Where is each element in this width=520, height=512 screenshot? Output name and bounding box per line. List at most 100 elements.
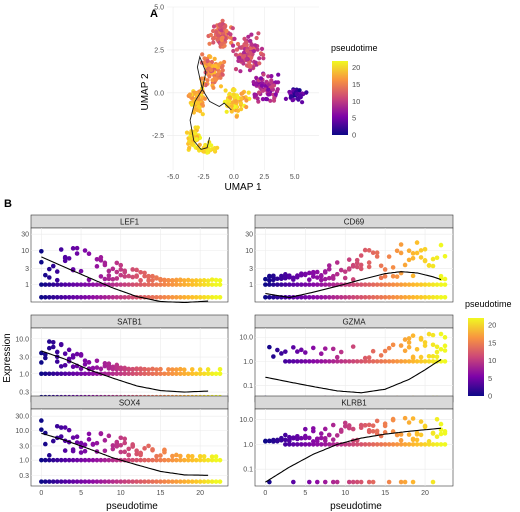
- cell-point: [346, 294, 352, 300]
- cell-point: [225, 101, 231, 107]
- cell-point: [232, 95, 237, 100]
- cell-point: [122, 294, 128, 300]
- cell-point: [287, 442, 292, 447]
- cell-point: [390, 294, 396, 300]
- cell-point: [271, 354, 276, 359]
- cell-point: [438, 282, 444, 287]
- cell-point: [138, 366, 143, 372]
- cell-point: [267, 294, 272, 300]
- cell-point: [187, 92, 192, 97]
- cell-point: [217, 479, 223, 484]
- cell-point: [300, 100, 305, 105]
- cell-point: [217, 371, 223, 377]
- x-tick-label: 5.0: [290, 174, 300, 181]
- cell-point: [166, 294, 171, 300]
- cell-point: [178, 277, 183, 283]
- y-tick-label: 3.0: [19, 355, 29, 362]
- panel-b-xlabel-right: pseudotime: [330, 501, 382, 512]
- cell-point: [430, 442, 436, 447]
- cell-point: [114, 269, 120, 275]
- cell-point: [230, 26, 235, 31]
- cell-point: [261, 56, 266, 61]
- cell-point: [366, 282, 372, 287]
- cell-point: [279, 282, 284, 287]
- cell-point: [94, 264, 100, 269]
- cell-point: [414, 240, 420, 245]
- cell-point: [126, 479, 132, 484]
- x-tick-label: 0: [263, 490, 267, 497]
- cell-point: [228, 32, 233, 37]
- cell-point: [150, 282, 155, 287]
- cell-point: [297, 88, 302, 93]
- cell-point: [189, 294, 195, 300]
- cell-point: [438, 331, 444, 337]
- cell-point: [318, 273, 324, 278]
- panel-a-legend-ticks: 20 15 10 5 0: [352, 63, 360, 139]
- cell-point: [62, 258, 68, 264]
- cell-point: [334, 359, 340, 364]
- cell-point: [275, 347, 280, 353]
- y-tick-label: 10.0: [15, 336, 29, 343]
- y-tick-label: -2.5: [152, 133, 164, 140]
- cell-point: [418, 419, 424, 424]
- cell-point: [154, 294, 159, 300]
- cell-point: [189, 102, 194, 107]
- cell-point: [358, 282, 364, 287]
- cell-point: [362, 247, 368, 253]
- cell-point: [126, 294, 132, 300]
- cell-point: [150, 277, 155, 283]
- cell-point: [50, 263, 56, 269]
- cell-point: [106, 361, 112, 366]
- cell-point: [270, 87, 276, 92]
- cell-point: [102, 438, 108, 443]
- cell-point: [390, 359, 396, 364]
- cell-point: [394, 274, 400, 279]
- cell-point: [394, 294, 400, 300]
- cell-point: [279, 437, 284, 443]
- cell-point: [414, 359, 420, 364]
- cell-point: [410, 273, 416, 279]
- cell-point: [102, 479, 108, 484]
- cell-point: [142, 270, 147, 276]
- cell-point: [266, 74, 271, 79]
- cell-point: [322, 435, 328, 441]
- cell-point: [314, 269, 320, 275]
- cell-point: [158, 453, 163, 458]
- cell-point: [78, 371, 84, 377]
- cell-point: [370, 479, 376, 485]
- cell-point: [185, 277, 191, 283]
- cell-point: [366, 359, 372, 364]
- x-tick-label: 10: [117, 490, 125, 497]
- cell-point: [106, 371, 112, 377]
- cell-point: [394, 248, 400, 254]
- cell-point: [267, 278, 272, 283]
- cell-point: [43, 294, 48, 300]
- cell-point: [158, 276, 163, 282]
- cell-point: [170, 457, 175, 463]
- cell-point: [330, 437, 336, 442]
- cell-point: [378, 282, 384, 287]
- cell-point: [386, 254, 392, 259]
- smooth-curve: [265, 271, 442, 299]
- cell-point: [267, 274, 272, 280]
- smooth-curve: [41, 350, 209, 393]
- cell-point: [246, 34, 251, 39]
- cell-point: [114, 294, 120, 300]
- cell-point: [82, 448, 88, 454]
- y-tick-label: 1.0: [243, 359, 253, 366]
- cell-point: [322, 359, 328, 364]
- cell-point: [231, 48, 236, 54]
- cell-point: [228, 35, 233, 40]
- cell-point: [201, 454, 207, 459]
- cell-point: [90, 442, 96, 447]
- cell-point: [198, 109, 203, 114]
- cell-point: [106, 479, 112, 484]
- cell-point: [342, 442, 348, 447]
- cell-point: [426, 294, 432, 300]
- cell-point: [78, 479, 84, 484]
- cell-point: [249, 32, 254, 37]
- cell-point: [213, 457, 219, 463]
- cell-point: [231, 92, 236, 97]
- cell-point: [270, 84, 275, 89]
- cell-point: [390, 417, 396, 423]
